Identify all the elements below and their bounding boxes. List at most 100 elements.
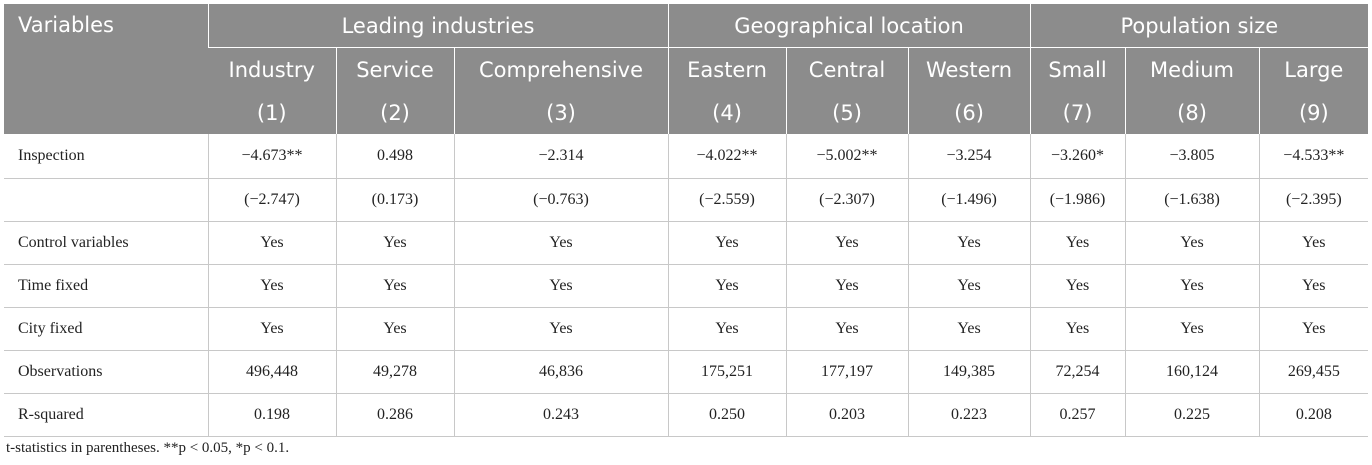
column-number-9: (9) xyxy=(1258,91,1369,134)
row-label: Control variables xyxy=(4,221,208,265)
table-cell: 0.286 xyxy=(335,393,454,437)
table-row-inspection: Inspection −4.673** 0.498 −2.314 −4.022*… xyxy=(4,134,1369,179)
table-cell: 0.225 xyxy=(1124,393,1260,437)
column-header-large: Large xyxy=(1258,47,1369,91)
column-number-4: (4) xyxy=(667,91,787,134)
table-cell: 46,836 xyxy=(453,350,669,394)
table-cell: Yes xyxy=(1124,221,1260,265)
table-cell: Yes xyxy=(667,307,787,351)
column-number-6: (6) xyxy=(907,91,1031,134)
table-cell: Yes xyxy=(1124,307,1260,351)
table-cell: Yes xyxy=(667,264,787,308)
table-cell: −4.022** xyxy=(667,134,787,179)
table-cell: 0.203 xyxy=(785,393,909,437)
table-cell: 72,254 xyxy=(1029,350,1126,394)
table-cell: Yes xyxy=(1124,264,1260,308)
table-cell: Yes xyxy=(453,221,669,265)
column-header-medium: Medium xyxy=(1124,47,1260,91)
table-cell: 49,278 xyxy=(335,350,454,394)
table-cell: 496,448 xyxy=(207,350,336,394)
table-cell: Yes xyxy=(1258,221,1369,265)
table-cell: (−0.763) xyxy=(453,178,669,222)
table-cell: (−2.307) xyxy=(785,178,909,222)
table-cell: Yes xyxy=(207,264,336,308)
table-footnote: t-statistics in parentheses. **p < 0.05,… xyxy=(6,440,290,456)
table-cell: 160,124 xyxy=(1124,350,1260,394)
column-header-service: Service xyxy=(335,47,454,91)
table-cell: Yes xyxy=(667,221,787,265)
regression-table: Variables Leading industries Geographica… xyxy=(4,4,1369,437)
table-cell: 177,197 xyxy=(785,350,909,394)
row-label: Observations xyxy=(4,350,208,394)
column-header-small: Small xyxy=(1029,47,1126,91)
table-cell: 0.198 xyxy=(207,393,336,437)
table-cell: −3.805 xyxy=(1124,134,1260,179)
column-number-8: (8) xyxy=(1124,91,1260,134)
table-cell: −4.673** xyxy=(207,134,336,179)
column-number-2: (2) xyxy=(335,91,454,134)
table-cell: (−1.638) xyxy=(1124,178,1260,222)
table-row-t-statistics: (−2.747) (0.173) (−0.763) (−2.559) (−2.3… xyxy=(4,178,1369,222)
table-cell: Yes xyxy=(907,264,1031,308)
table-cell: Yes xyxy=(907,221,1031,265)
column-header-eastern: Eastern xyxy=(667,47,787,91)
column-header-comprehensive: Comprehensive xyxy=(453,47,669,91)
column-number-7: (7) xyxy=(1029,91,1126,134)
table-header: Variables Leading industries Geographica… xyxy=(4,4,1369,134)
row-label: Time fixed xyxy=(4,264,208,308)
table-cell: Yes xyxy=(907,307,1031,351)
table-cell: Yes xyxy=(207,307,336,351)
table-cell: 175,251 xyxy=(667,350,787,394)
column-number-3: (3) xyxy=(453,91,669,134)
table-cell: 0.243 xyxy=(453,393,669,437)
column-header-central: Central xyxy=(785,47,909,91)
table-row-city-fixed: City fixed Yes Yes Yes Yes Yes Yes Yes Y… xyxy=(4,307,1369,351)
regression-table-container: Variables Leading industries Geographica… xyxy=(4,4,1369,437)
column-number-1: (1) xyxy=(208,91,336,134)
column-header-industry: Industry xyxy=(208,47,336,91)
table-cell: 0.250 xyxy=(667,393,787,437)
table-cell: Yes xyxy=(335,221,454,265)
table-cell: (−1.496) xyxy=(907,178,1031,222)
row-label: City fixed xyxy=(4,307,208,351)
table-row-observations: Observations 496,448 49,278 46,836 175,2… xyxy=(4,350,1369,394)
table-cell: (0.173) xyxy=(335,178,454,222)
table-cell: Yes xyxy=(335,264,454,308)
table-cell: 0.223 xyxy=(907,393,1031,437)
row-label xyxy=(4,178,208,222)
table-cell: (−2.747) xyxy=(207,178,336,222)
table-cell: Yes xyxy=(207,221,336,265)
row-label: Inspection xyxy=(4,134,208,179)
table-cell: 0.208 xyxy=(1258,393,1369,437)
variables-header: Variables xyxy=(4,4,208,134)
table-cell: Yes xyxy=(1029,307,1126,351)
table-cell: Yes xyxy=(785,264,909,308)
table-cell: 0.257 xyxy=(1029,393,1126,437)
table-cell: 0.498 xyxy=(335,134,454,179)
column-number-5: (5) xyxy=(785,91,909,134)
table-cell: 269,455 xyxy=(1258,350,1369,394)
column-header-western: Western xyxy=(907,47,1031,91)
group-header-population-size: Population size xyxy=(1029,4,1369,48)
table-cell: Yes xyxy=(785,221,909,265)
table-cell: −3.254 xyxy=(907,134,1031,179)
table-cell: −3.260* xyxy=(1029,134,1126,179)
group-header-leading-industries: Leading industries xyxy=(207,4,669,48)
table-body: Inspection −4.673** 0.498 −2.314 −4.022*… xyxy=(4,134,1369,437)
table-row-control-variables: Control variables Yes Yes Yes Yes Yes Ye… xyxy=(4,221,1369,265)
table-cell: (−1.986) xyxy=(1029,178,1126,222)
table-row-r-squared: R-squared 0.198 0.286 0.243 0.250 0.203 … xyxy=(4,393,1369,437)
table-cell: −4.533** xyxy=(1258,134,1369,179)
row-label: R-squared xyxy=(4,393,208,437)
table-cell: Yes xyxy=(453,264,669,308)
table-cell: Yes xyxy=(1029,221,1126,265)
table-cell: −2.314 xyxy=(453,134,669,179)
table-cell: (−2.395) xyxy=(1258,178,1369,222)
table-cell: Yes xyxy=(335,307,454,351)
table-cell: Yes xyxy=(785,307,909,351)
table-cell: (−2.559) xyxy=(667,178,787,222)
table-cell: Yes xyxy=(1029,264,1126,308)
table-cell: Yes xyxy=(1258,264,1369,308)
table-cell: Yes xyxy=(1258,307,1369,351)
table-cell: 149,385 xyxy=(907,350,1031,394)
